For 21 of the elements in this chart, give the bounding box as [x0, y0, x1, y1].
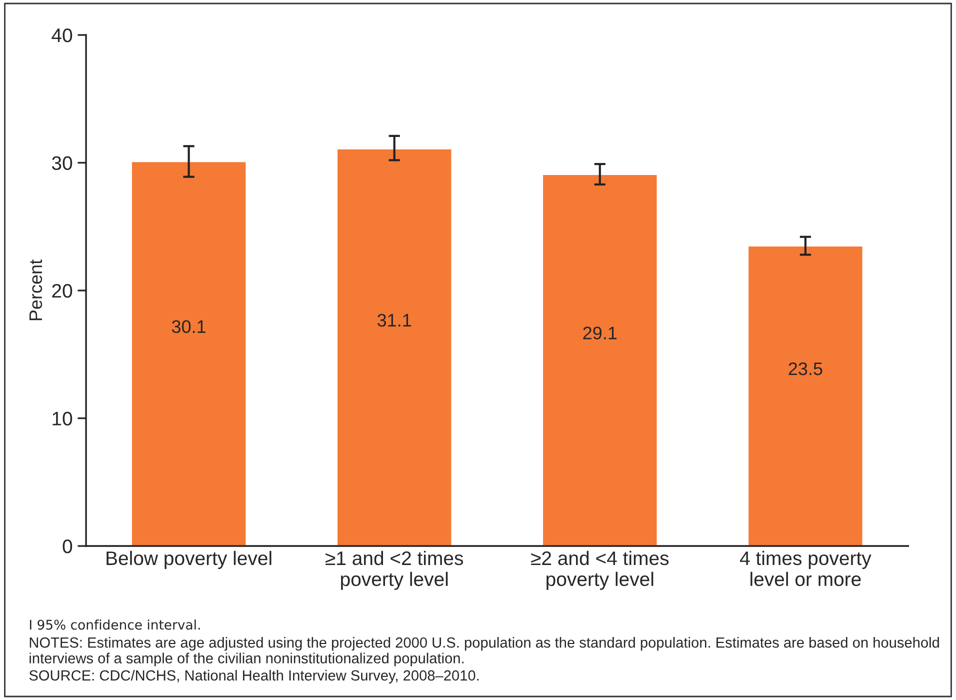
y-tick-label: 10	[52, 412, 72, 426]
text: Ⅰ 95% confidence interval.	[30, 620, 200, 630]
bar	[747, 245, 864, 546]
y-axis-title: Percent	[29, 260, 42, 320]
y-tick-label: 30	[52, 156, 72, 170]
y-tick-label: 40	[52, 28, 72, 42]
y-tick-label: 0	[62, 539, 72, 554]
data-label: 30.1	[172, 320, 206, 334]
x-tick-label: ≥2 and <4 times poverty level	[531, 550, 669, 590]
bar	[542, 174, 658, 546]
source-note: SOURCE: CDC/NCHS, National Health Interview Survey, 2008–2010.	[29, 670, 479, 684]
text: NOTES: Estimates are age adjusted using the projected 2000 U.S. population as the standard population. Estimates are based on household interviews of a sample of the civilian noninstitutionalized population.	[30, 637, 939, 666]
bar	[336, 148, 453, 546]
y-tick-label: 20	[52, 284, 72, 298]
x-tick-label: Below poverty level	[106, 550, 272, 569]
x-tick-label: ≥1 and <2 times poverty level	[326, 550, 464, 590]
data-label: 29.1	[583, 326, 617, 340]
x-tick-label: 4 times poverty level or more	[740, 550, 872, 586]
bar	[130, 160, 248, 546]
data-label: 31.1	[377, 314, 412, 327]
data-label: 23.5	[788, 362, 822, 376]
